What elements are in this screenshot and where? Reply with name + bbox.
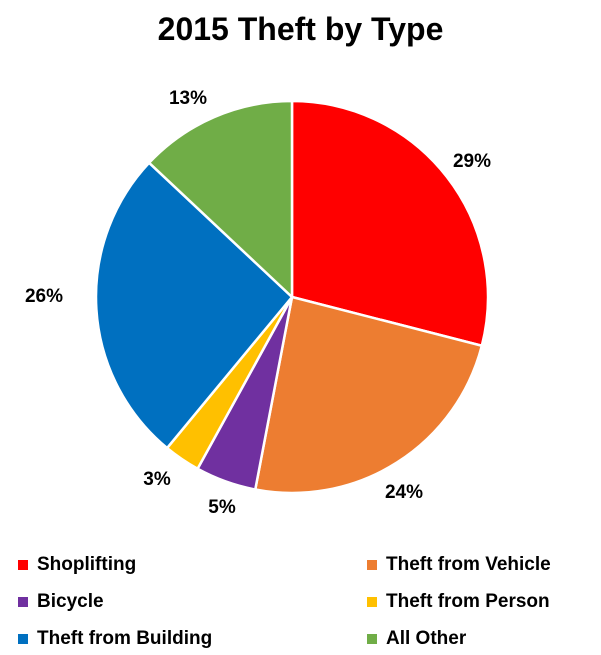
legend-swatch — [367, 597, 377, 607]
chart-title: 2015 Theft by Type — [157, 11, 444, 47]
legend-item-theft-from-person: Theft from Person — [367, 590, 550, 614]
legend-label: Bicycle — [37, 591, 104, 612]
legend-item-theft-from-building: Theft from Building — [18, 627, 212, 651]
pie-slice-theft-from-building — [94, 161, 294, 450]
data-label-theft-from-vehicle: 24% — [385, 482, 423, 503]
legend-label: Theft from Vehicle — [386, 554, 551, 575]
legend-item-bicycle: Bicycle — [18, 590, 104, 614]
pie-slice-theft-from-vehicle — [254, 295, 484, 495]
data-label-bicycle: 5% — [208, 497, 236, 518]
chart-legend: Shoplifting Theft from Vehicle Bicycle Thef… — [18, 553, 601, 653]
legend-label: All Other — [386, 628, 467, 649]
legend-item-shoplifting: Shoplifting — [18, 553, 136, 577]
data-label-shoplifting: 29% — [453, 151, 491, 172]
legend-label: Theft from Person — [386, 591, 550, 612]
legend-label: Shoplifting — [37, 554, 137, 575]
data-label-all-other: 13% — [169, 88, 207, 109]
data-label-theft-from-building: 26% — [25, 286, 63, 307]
data-label-theft-from-person: 3% — [143, 469, 171, 490]
legend-swatch — [367, 560, 377, 570]
legend-label: Theft from Building — [37, 628, 213, 649]
legend-swatch — [18, 634, 28, 644]
pie-slice-shoplifting — [290, 99, 490, 347]
legend-swatch — [18, 597, 28, 607]
legend-item-theft-from-vehicle: Theft from Vehicle — [367, 553, 551, 577]
legend-swatch — [18, 560, 28, 570]
legend-item-all-other: All Other — [367, 627, 466, 651]
legend-swatch — [367, 634, 377, 644]
pie-slice-all-other — [147, 99, 294, 299]
